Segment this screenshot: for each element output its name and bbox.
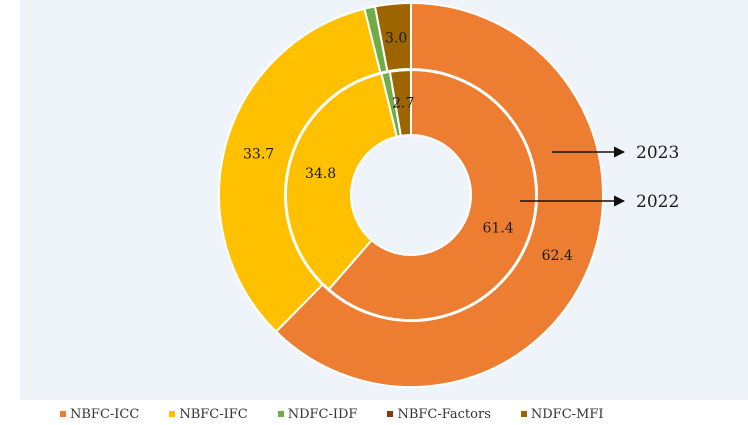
value-label-2022-nbfc-mfi: 2.7 [392, 95, 414, 111]
legend-swatch [520, 411, 527, 417]
legend-label: NBFC-IFC [179, 406, 248, 422]
slice-2022-nbfc-ifc [285, 72, 399, 291]
series-label-2022: 2022 [636, 192, 679, 212]
series-pointers: 2023 2022 [520, 143, 679, 212]
legend-item-nbfc-ifc: NBFC-IFC [169, 406, 248, 422]
value-label-2022-nbfc-ifc: 34.8 [305, 166, 336, 182]
slice-value-labels: 62.4 33.7 3.0 61.4 34.8 2.7 [243, 31, 573, 264]
value-label-2022-nbfc-icc: 61.4 [483, 221, 514, 237]
legend-label: NDFC-MFI [530, 406, 604, 422]
legend-item-nbfc-factors: NBFC-Factors [387, 406, 491, 422]
legend-item-ndfc-mfi: NDFC-MFI [520, 406, 604, 422]
legend-label: NBFC-Factors [397, 406, 491, 422]
legend-swatch [60, 411, 66, 417]
value-label-2023-nbfc-mfi: 3.0 [385, 31, 407, 47]
value-label-2023-nbfc-icc: 62.4 [542, 248, 573, 264]
legend-label: NBFC-ICC [70, 406, 140, 422]
donut-chart: 62.4 33.7 3.0 61.4 34.8 2.7 2023 2022 [218, 1, 679, 388]
series-label-2023: 2023 [636, 143, 679, 163]
legend-item-nbfc-icc: NBFC-ICC [60, 407, 139, 422]
outer-ring-2023 [218, 1, 604, 388]
legend-swatch [387, 411, 394, 417]
slice-2022-nbfc-icc [327, 68, 537, 321]
legend-label: NDFC-IDF [287, 406, 358, 422]
legend: NBFC-ICC NBFC-IFC NDFC-IDF NBFC-Factors NDFC… [60, 404, 748, 424]
value-label-2023-nbfc-ifc: 33.7 [243, 146, 274, 162]
legend-item-ndfc-idf: NDFC-IDF [277, 406, 358, 422]
legend-swatch [277, 411, 284, 417]
inner-ring-2022 [285, 68, 537, 321]
legend-swatch [169, 411, 176, 417]
slice-2022-nbfc-mfi [388, 68, 412, 138]
